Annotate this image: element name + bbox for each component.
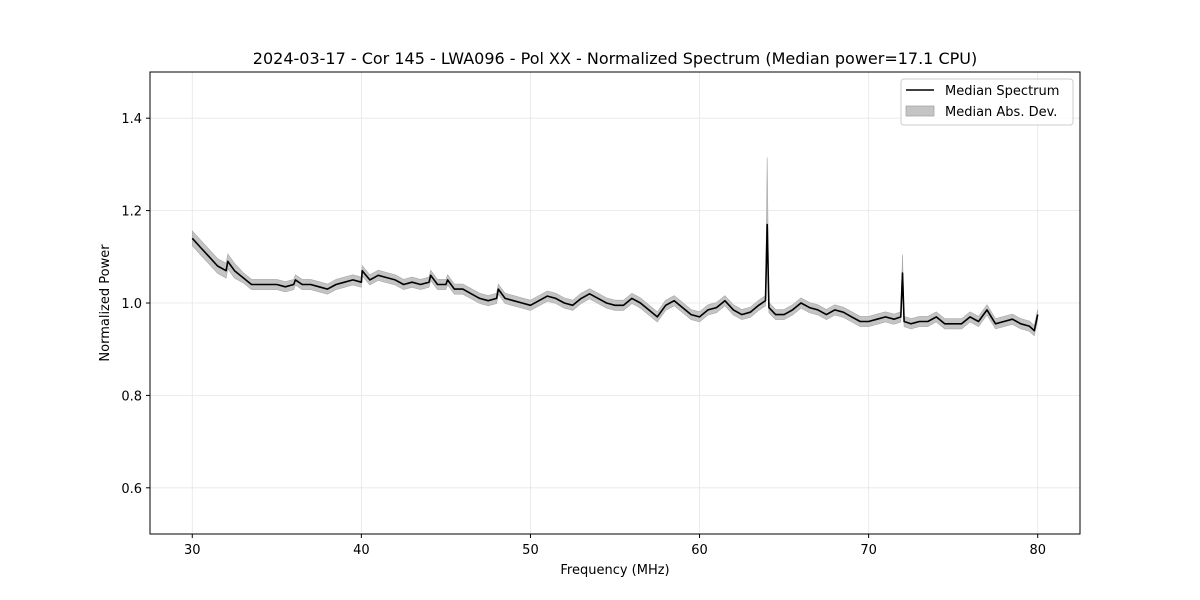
mad-band — [192, 157, 1038, 337]
x-tick-label: 50 — [522, 543, 539, 558]
x-tick-label: 80 — [1029, 543, 1046, 558]
y-tick-label: 0.8 — [121, 389, 142, 404]
y-axis-ticks: 0.6 0.8 1.0 1.2 1.4 — [121, 112, 150, 497]
x-axis-ticks: 30 40 50 60 70 80 — [184, 534, 1046, 558]
mad-band-area — [192, 157, 1038, 337]
chart-title: 2024-03-17 - Cor 145 - LWA096 - Pol XX -… — [253, 49, 977, 68]
y-tick-label: 1.0 — [121, 297, 142, 312]
legend-mad-label: Median Abs. Dev. — [945, 105, 1057, 120]
legend: Median Spectrum Median Abs. Dev. — [900, 78, 1074, 126]
median-line — [191, 223, 1039, 332]
y-tick-label: 1.4 — [121, 112, 142, 127]
median-spectrum-line — [191, 223, 1039, 332]
y-tick-label: 1.2 — [121, 205, 142, 220]
x-tick-label: 30 — [184, 543, 201, 558]
x-tick-label: 60 — [691, 543, 708, 558]
y-axis-label: Normalized Power — [98, 244, 113, 362]
x-axis-label: Frequency (MHz) — [560, 563, 669, 578]
x-tick-label: 40 — [353, 543, 370, 558]
legend-median-label: Median Spectrum — [945, 84, 1059, 99]
y-tick-label: 0.6 — [121, 482, 142, 497]
legend-mad-swatch — [905, 105, 935, 117]
legend-box — [900, 78, 1074, 126]
x-tick-label: 70 — [860, 543, 877, 558]
